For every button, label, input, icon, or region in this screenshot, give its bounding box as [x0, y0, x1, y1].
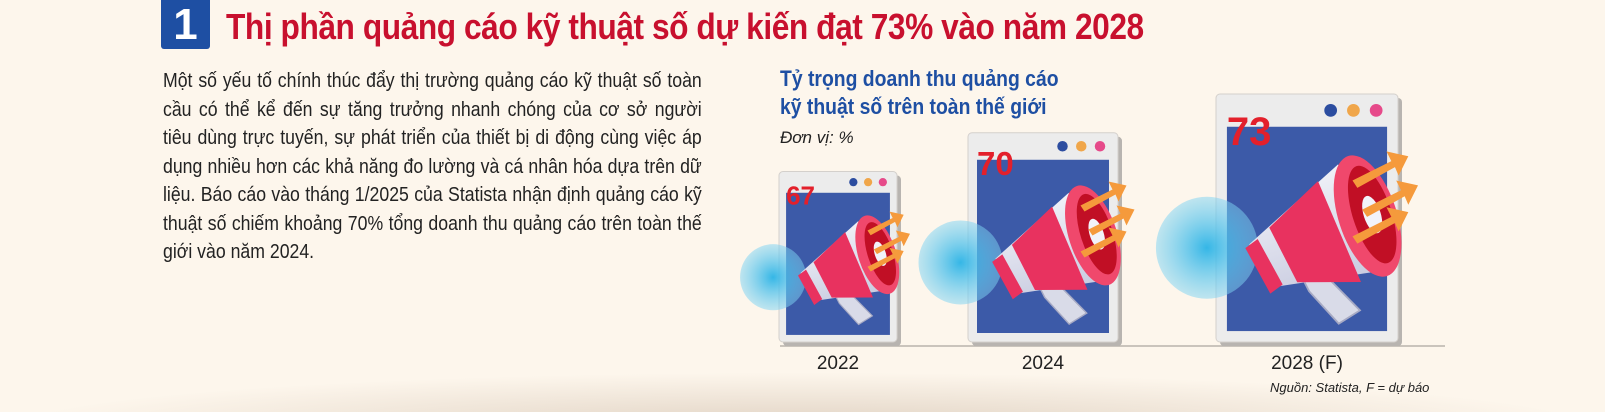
arrow-shape	[1080, 181, 1127, 212]
arrow-shape	[867, 211, 904, 236]
arrow-shape	[1352, 207, 1409, 244]
chart-title-line-2: kỹ thuật số trên toàn thế giới	[780, 94, 1047, 119]
arrow-shape	[873, 230, 910, 255]
bar-glow	[740, 244, 807, 311]
megaphone-icon	[992, 185, 1121, 326]
chart-title: Tỷ trọng doanh thu quảng cáo kỹ thuật số…	[780, 65, 1059, 121]
bar-window-dot	[1324, 104, 1338, 117]
bar-window-dot	[863, 178, 873, 187]
body-paragraph: Một số yếu tố chính thúc đẩy thị trường …	[163, 69, 702, 263]
bar-window-dot	[1369, 104, 1383, 117]
arrow-shape	[1352, 151, 1409, 188]
arrow-icon	[1080, 181, 1135, 258]
arrow-shape	[1080, 227, 1127, 258]
section-headline: Thị phần quảng cáo kỹ thuật số dự kiến đ…	[226, 6, 1144, 47]
megaphone-rear	[798, 269, 823, 306]
megaphone-band	[1269, 181, 1361, 283]
arrow-icon	[1352, 151, 1419, 244]
x-tick-label: 2028 (F)	[1271, 353, 1343, 374]
chart-source: Nguồn: Statista, F = dự báo	[1270, 380, 1430, 395]
megaphone-icon	[798, 215, 900, 326]
bar-window-dot	[878, 178, 887, 187]
megaphone-rear	[992, 254, 1023, 300]
bar-2022: 67	[740, 171, 910, 346]
bar-2028F: 73	[1155, 93, 1419, 346]
bar-window-dot	[849, 178, 858, 187]
data-label: 70	[977, 145, 1014, 182]
arrow-icon	[867, 211, 910, 272]
bar-glow	[918, 220, 1003, 305]
bar-window-dot	[1076, 141, 1087, 152]
chart-unit: Đơn vị: %	[780, 128, 854, 147]
arrow-shape	[867, 247, 904, 272]
bar-glow	[1155, 196, 1258, 299]
bar-2024: 70	[918, 132, 1135, 346]
megaphone-band	[813, 232, 873, 298]
bar-window-dot	[1347, 104, 1360, 117]
megaphone-band	[1011, 206, 1088, 290]
arrow-shape	[1088, 205, 1135, 236]
data-label: 67	[786, 181, 815, 211]
chart-title-line-1: Tỷ trọng doanh thu quảng cáo	[780, 66, 1059, 91]
bar-window-dot	[1094, 141, 1106, 152]
bar-window-dot	[1057, 141, 1068, 152]
section-number-badge: 1	[161, 0, 210, 49]
data-label: 73	[1227, 110, 1272, 154]
x-tick-label: 2022	[817, 353, 859, 374]
megaphone-rear	[1245, 239, 1283, 294]
megaphone-icon	[1245, 155, 1402, 325]
bottom-shade	[0, 372, 1605, 412]
arrow-shape	[1362, 180, 1419, 217]
x-tick-label: 2024	[1022, 353, 1065, 374]
